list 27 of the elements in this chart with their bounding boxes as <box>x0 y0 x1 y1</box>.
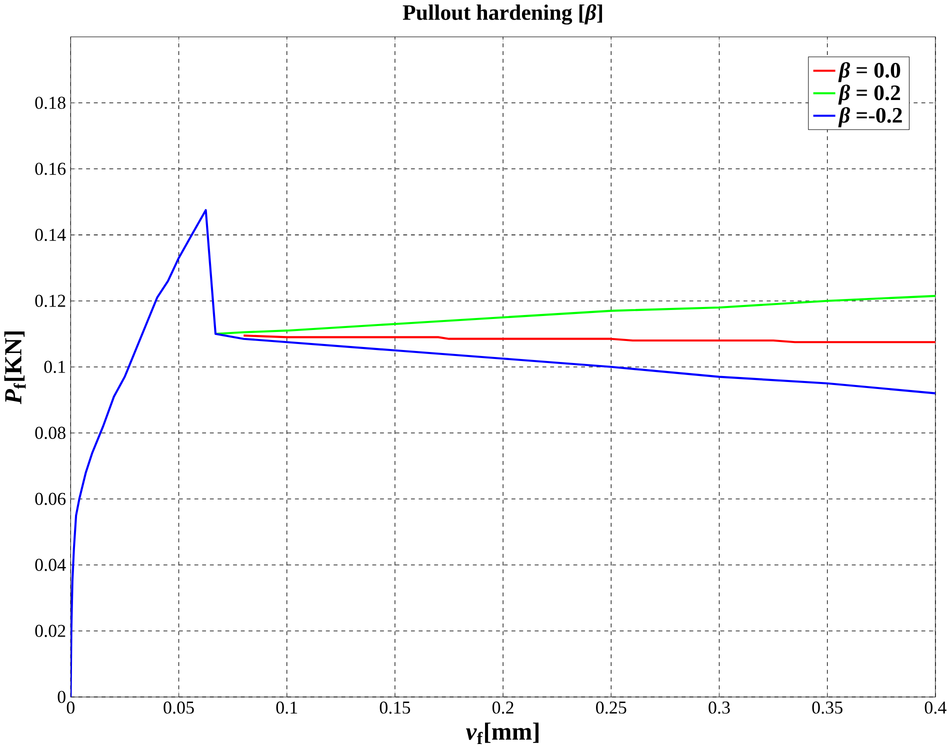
y-tick-label: 0.08 <box>35 426 66 439</box>
x-axis-title: v$_{f}$[mm] <box>466 722 538 744</box>
legend-label: β = 0.2 <box>838 84 900 105</box>
y-axis-title: P$_{f}$[KN] <box>4 331 26 404</box>
line-series <box>70 208 936 697</box>
x-tick-label: 0.15 <box>380 701 410 714</box>
x-tick-label: 0.25 <box>596 701 626 714</box>
y-tick-label: 0.06 <box>35 492 66 505</box>
x-tick-label: 0.4 <box>924 701 946 714</box>
x-tick-label: 0.05 <box>164 701 194 714</box>
x-tick-label: 0.2 <box>492 701 514 714</box>
y-tick-label: 0.04 <box>35 558 66 571</box>
x-tick-label: 0.35 <box>812 701 842 714</box>
legend-label: β = 0.0 <box>838 62 900 82</box>
y-tick-label: 0.12 <box>35 294 66 307</box>
y-tick-label: 0.1 <box>44 360 66 373</box>
x-tick-label: 0 <box>66 701 74 714</box>
x-tick-label: 0.3 <box>708 701 730 714</box>
chart-title: Pullout hardening [β] <box>402 4 602 24</box>
legend-label: β =-0.2 <box>838 106 902 128</box>
y-tick-label: 0 <box>58 690 66 703</box>
x-tick-label: 0.1 <box>276 701 298 714</box>
line-series <box>242 334 936 344</box>
y-tick-label: 0.14 <box>35 228 66 241</box>
y-tick-label: 0.18 <box>35 96 66 109</box>
y-tick-label: 0.02 <box>35 624 66 637</box>
y-tick-label: 0.16 <box>35 162 66 175</box>
